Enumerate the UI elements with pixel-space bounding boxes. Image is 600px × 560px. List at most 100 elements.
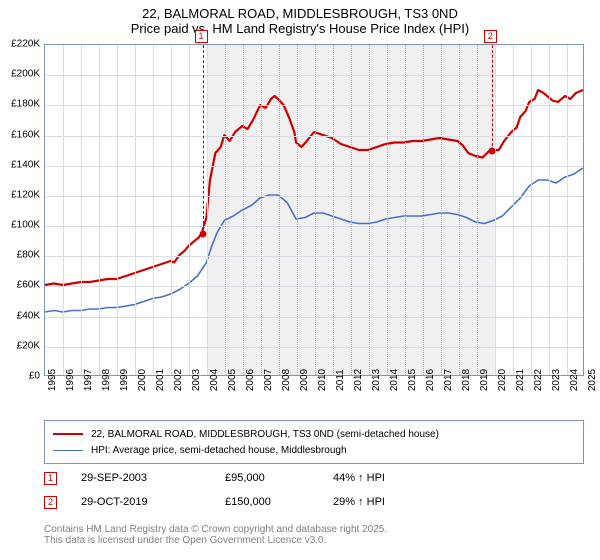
gridline-v (531, 45, 532, 375)
gridline-v (99, 45, 100, 375)
x-tick-label: 2002 (173, 369, 184, 391)
chart-title-main: 22, BALMORAL ROAD, MIDDLESBROUGH, TS3 0N… (0, 6, 600, 21)
y-tick-label: £220K (0, 39, 40, 50)
x-tick-label: 2013 (371, 369, 382, 391)
gridline-h (45, 286, 583, 287)
marker-box: 1 (195, 30, 208, 43)
y-tick-label: £20K (0, 340, 40, 351)
legend-box: 22, BALMORAL ROAD, MIDDLESBROUGH, TS3 0N… (44, 420, 584, 464)
gridline-h (45, 196, 583, 197)
gridline-v (207, 45, 208, 375)
event-date: 29-SEP-2003 (81, 472, 201, 484)
gridline-v (243, 45, 244, 375)
legend-item: HPI: Average price, semi-detached house,… (53, 442, 575, 458)
marker-box: 2 (484, 30, 497, 43)
y-tick-label: £60K (0, 280, 40, 291)
x-tick-label: 2010 (317, 369, 328, 391)
legend-item: 22, BALMORAL ROAD, MIDDLESBROUGH, TS3 0N… (53, 426, 575, 442)
legend-swatch (53, 433, 83, 435)
gridline-h (45, 317, 583, 318)
x-tick-label: 1995 (47, 369, 58, 391)
gridline-v (135, 45, 136, 375)
x-tick-label: 2004 (209, 369, 220, 391)
x-tick-label: 2007 (263, 369, 274, 391)
x-tick-label: 2024 (569, 369, 580, 391)
legend-label: 22, BALMORAL ROAD, MIDDLESBROUGH, TS3 0N… (91, 429, 439, 440)
gridline-v (459, 45, 460, 375)
y-tick-label: £0 (0, 371, 40, 382)
event-marker: 1 (44, 472, 57, 485)
gridline-v (405, 45, 406, 375)
x-tick-label: 2023 (551, 369, 562, 391)
x-tick-label: 2006 (245, 369, 256, 391)
gridline-h (45, 136, 583, 137)
x-tick-label: 2015 (407, 369, 418, 391)
marker-dot (199, 230, 206, 237)
x-tick-label: 2014 (389, 369, 400, 391)
gridline-v (189, 45, 190, 375)
gridline-v (153, 45, 154, 375)
footer-attribution: Contains HM Land Registry data © Crown c… (44, 524, 387, 546)
x-tick-label: 2011 (335, 369, 346, 391)
gridline-v (333, 45, 334, 375)
marker-line (203, 45, 204, 234)
gridline-h (45, 75, 583, 76)
y-tick-label: £200K (0, 69, 40, 80)
gridline-v (441, 45, 442, 375)
event-delta: 29% ↑ HPI (333, 496, 433, 508)
y-tick-label: £80K (0, 250, 40, 261)
gridline-v (513, 45, 514, 375)
x-tick-label: 2025 (587, 369, 598, 391)
gridline-v (117, 45, 118, 375)
chart-container: 22, BALMORAL ROAD, MIDDLESBROUGH, TS3 0N… (0, 0, 600, 560)
gridline-v (225, 45, 226, 375)
gridline-h (45, 166, 583, 167)
marker-line (492, 45, 493, 151)
x-tick-label: 2009 (299, 369, 310, 391)
x-tick-label: 2021 (515, 369, 526, 391)
gridline-v (279, 45, 280, 375)
gridline-v (63, 45, 64, 375)
y-tick-label: £120K (0, 189, 40, 200)
marker-dot (488, 147, 495, 154)
gridline-v (261, 45, 262, 375)
y-tick-label: £40K (0, 310, 40, 321)
event-date: 29-OCT-2019 (81, 496, 201, 508)
x-tick-label: 2008 (281, 369, 292, 391)
x-tick-label: 2000 (137, 369, 148, 391)
gridline-h (45, 105, 583, 106)
event-row: 1 29-SEP-2003 £95,000 44% ↑ HPI (44, 466, 433, 490)
series-lines (45, 45, 583, 375)
chart-title-sub: Price paid vs. HM Land Registry's House … (0, 21, 600, 36)
event-table: 1 29-SEP-2003 £95,000 44% ↑ HPI 2 29-OCT-2019… (44, 466, 433, 514)
gridline-v (423, 45, 424, 375)
x-tick-label: 1999 (119, 369, 130, 391)
gridline-v (297, 45, 298, 375)
event-marker: 2 (44, 496, 57, 509)
event-price: £150,000 (225, 496, 309, 508)
event-price: £95,000 (225, 472, 309, 484)
y-tick-label: £100K (0, 220, 40, 231)
gridline-h (45, 347, 583, 348)
gridline-v (495, 45, 496, 375)
gridline-v (351, 45, 352, 375)
x-tick-label: 1996 (65, 369, 76, 391)
x-tick-label: 2019 (479, 369, 490, 391)
x-tick-label: 2016 (425, 369, 436, 391)
gridline-h (45, 256, 583, 257)
y-tick-label: £180K (0, 99, 40, 110)
x-tick-label: 2012 (353, 369, 364, 391)
gridline-v (315, 45, 316, 375)
x-tick-label: 1998 (101, 369, 112, 391)
x-tick-label: 1997 (83, 369, 94, 391)
x-tick-label: 2017 (443, 369, 454, 391)
gridline-v (81, 45, 82, 375)
x-tick-label: 2001 (155, 369, 166, 391)
x-tick-label: 2005 (227, 369, 238, 391)
x-tick-label: 2020 (497, 369, 508, 391)
y-tick-label: £140K (0, 159, 40, 170)
series-hpi (45, 168, 583, 312)
x-tick-label: 2022 (533, 369, 544, 391)
event-row: 2 29-OCT-2019 £150,000 29% ↑ HPI (44, 490, 433, 514)
event-delta: 44% ↑ HPI (333, 472, 433, 484)
